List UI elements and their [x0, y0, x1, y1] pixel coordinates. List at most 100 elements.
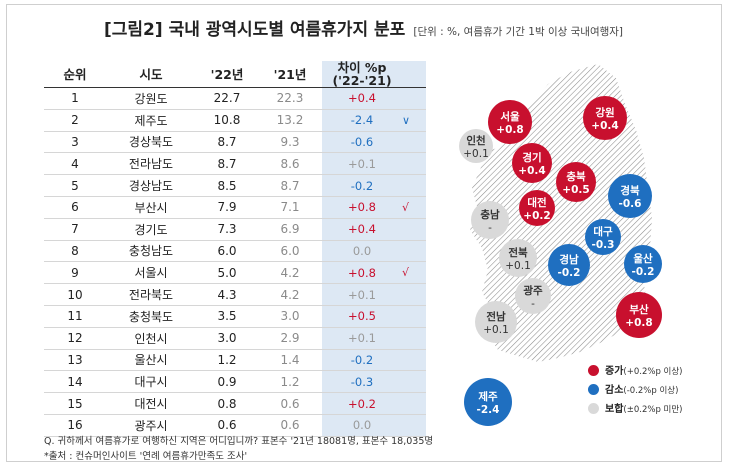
highlight-mark	[402, 283, 426, 306]
value-2022-cell: 3.5	[196, 305, 258, 328]
highlight-mark	[402, 87, 426, 110]
bubble-value-label: +0.1	[483, 324, 509, 336]
bubble-region-label: 충남	[480, 208, 500, 221]
diff-cell: -0.2	[322, 174, 402, 197]
table-row: 14 대구시 0.9 1.2 -0.3	[44, 370, 426, 394]
value-2021-cell: 8.6	[258, 152, 322, 176]
legend-note: (+0.2%p 이상)	[623, 367, 683, 377]
highlight-mark	[402, 305, 426, 328]
table-row: 15 대전시 0.8 0.6 +0.2	[44, 392, 426, 415]
bubble-circle	[475, 301, 517, 343]
header-rank: 순위	[44, 61, 106, 88]
region-bubble: 경기+0.4	[512, 143, 552, 183]
table-row: 12 인천시 3.0 2.9 +0.1	[44, 327, 426, 350]
value-2022-cell: 10.8	[196, 109, 258, 132]
table-row: 3 경상북도 8.7 9.3 -0.6	[44, 131, 426, 154]
bubble-region-label: 부산	[629, 303, 649, 316]
bubble-value-label: +0.5	[562, 184, 589, 196]
title-unit: [단위 : %, 여름휴가 기간 1박 이상 국내여행자]	[413, 26, 624, 38]
region-cell: 강원도	[106, 87, 196, 110]
bubble-circle	[499, 239, 537, 277]
diff-cell: +0.2	[322, 392, 402, 415]
table-row: 8 충청남도 6.0 6.0 0.0	[44, 240, 426, 263]
source-note: *출처 : 컨슈머인사이트 '연례 여름휴가만족도 조사'	[44, 451, 248, 462]
region-bubble: 강원+0.4	[583, 96, 627, 140]
bubble-region-label: 울산	[633, 252, 653, 265]
bubble-circle	[515, 278, 551, 314]
highlight-mark: ∨	[402, 109, 426, 132]
diff-cell: +0.4	[322, 218, 402, 241]
bubble-value-label: -0.6	[619, 198, 642, 210]
bubble-region-label: 경북	[620, 184, 640, 197]
table-row: 2 제주도 10.8 13.2 -2.4 ∨	[44, 109, 426, 132]
rank-cell: 5	[44, 174, 106, 197]
diff-cell: -0.3	[322, 370, 402, 394]
bubble-circle	[459, 129, 493, 163]
rank-cell: 3	[44, 131, 106, 154]
diff-cell: +0.8	[322, 196, 402, 219]
region-cell: 경상남도	[106, 174, 196, 197]
bubble-value-label: -0.3	[592, 239, 615, 251]
legend-label: 감소	[605, 385, 624, 396]
highlight-mark	[402, 414, 426, 437]
region-bubble: 부산+0.8	[616, 292, 662, 338]
table-row: 11 충청북도 3.5 3.0 +0.5	[44, 305, 426, 328]
value-2022-cell: 0.8	[196, 392, 258, 415]
highlight-mark	[402, 240, 426, 263]
highlight-mark	[402, 218, 426, 241]
bubble-circle	[616, 292, 662, 338]
bubble-region-label: 전남	[486, 310, 506, 323]
legend-dot-icon	[588, 365, 599, 376]
region-cell: 충청북도	[106, 305, 196, 328]
region-bubble: 대전+0.2	[519, 190, 555, 226]
value-2022-cell: 4.3	[196, 283, 258, 306]
bubble-value-label: -0.2	[632, 266, 655, 278]
value-2021-cell: 1.2	[258, 370, 322, 394]
bubble-value-label: +0.4	[518, 165, 545, 177]
value-2022-cell: 5.0	[196, 261, 258, 285]
rank-cell: 4	[44, 152, 106, 176]
region-bubble: 대구-0.3	[585, 219, 621, 255]
region-cell: 광주시	[106, 414, 196, 437]
bubble-region-label: 충북	[566, 170, 586, 183]
value-2021-cell: 3.0	[258, 305, 322, 328]
bubble-circle	[585, 219, 621, 255]
value-2021-cell: 2.9	[258, 327, 322, 350]
bubble-value-label: +0.2	[523, 210, 550, 222]
diff-cell: -0.6	[322, 131, 402, 154]
bubble-value-label: +0.4	[591, 120, 618, 132]
figure-frame	[6, 4, 722, 462]
value-2021-cell: 13.2	[258, 109, 322, 132]
region-bubble: 광주-	[515, 278, 551, 314]
legend-item: 감소(-0.2%p 이상)	[588, 381, 678, 396]
value-2022-cell: 3.0	[196, 327, 258, 350]
region-bubble: 전북+0.1	[499, 239, 537, 277]
bubble-circle	[556, 162, 596, 202]
highlight-mark: √	[402, 261, 426, 285]
header-diff: 차이 %p ('22-'21)	[322, 61, 402, 88]
legend-item: 증가(+0.2%p 이상)	[588, 362, 683, 377]
diff-cell: 0.0	[322, 414, 402, 437]
bubble-circle	[488, 100, 532, 144]
diff-cell: 0.0	[322, 240, 402, 263]
bubble-value-label: +0.8	[625, 317, 652, 329]
bubble-value-label: +0.1	[505, 260, 531, 272]
diff-cell: +0.5	[322, 305, 402, 328]
value-2021-cell: 4.2	[258, 283, 322, 306]
survey-question-note: Q. 귀하께서 여름휴가로 여행하신 지역은 어디입니까? 표본수 '21년 1…	[44, 436, 434, 447]
rank-cell: 1	[44, 87, 106, 110]
legend-label: 증가	[605, 366, 624, 377]
diff-cell: +0.4	[322, 87, 402, 110]
region-bubble: 인천+0.1	[459, 129, 493, 163]
bubble-value-label: -2.4	[477, 404, 500, 416]
bubble-value-label: -	[488, 222, 492, 234]
region-cell: 울산시	[106, 349, 196, 372]
table-header-row: 순위 시도 '22년 '21년 차이 %p ('22-'21)	[44, 61, 426, 88]
value-2022-cell: 1.2	[196, 349, 258, 372]
legend-item: 보합(±0.2%p 미만)	[588, 400, 683, 415]
legend-dot-icon	[588, 384, 599, 395]
rank-cell: 7	[44, 218, 106, 241]
bubble-value-label: -0.2	[558, 267, 581, 279]
region-cell: 인천시	[106, 327, 196, 350]
bubble-region-label: 경기	[522, 151, 541, 164]
